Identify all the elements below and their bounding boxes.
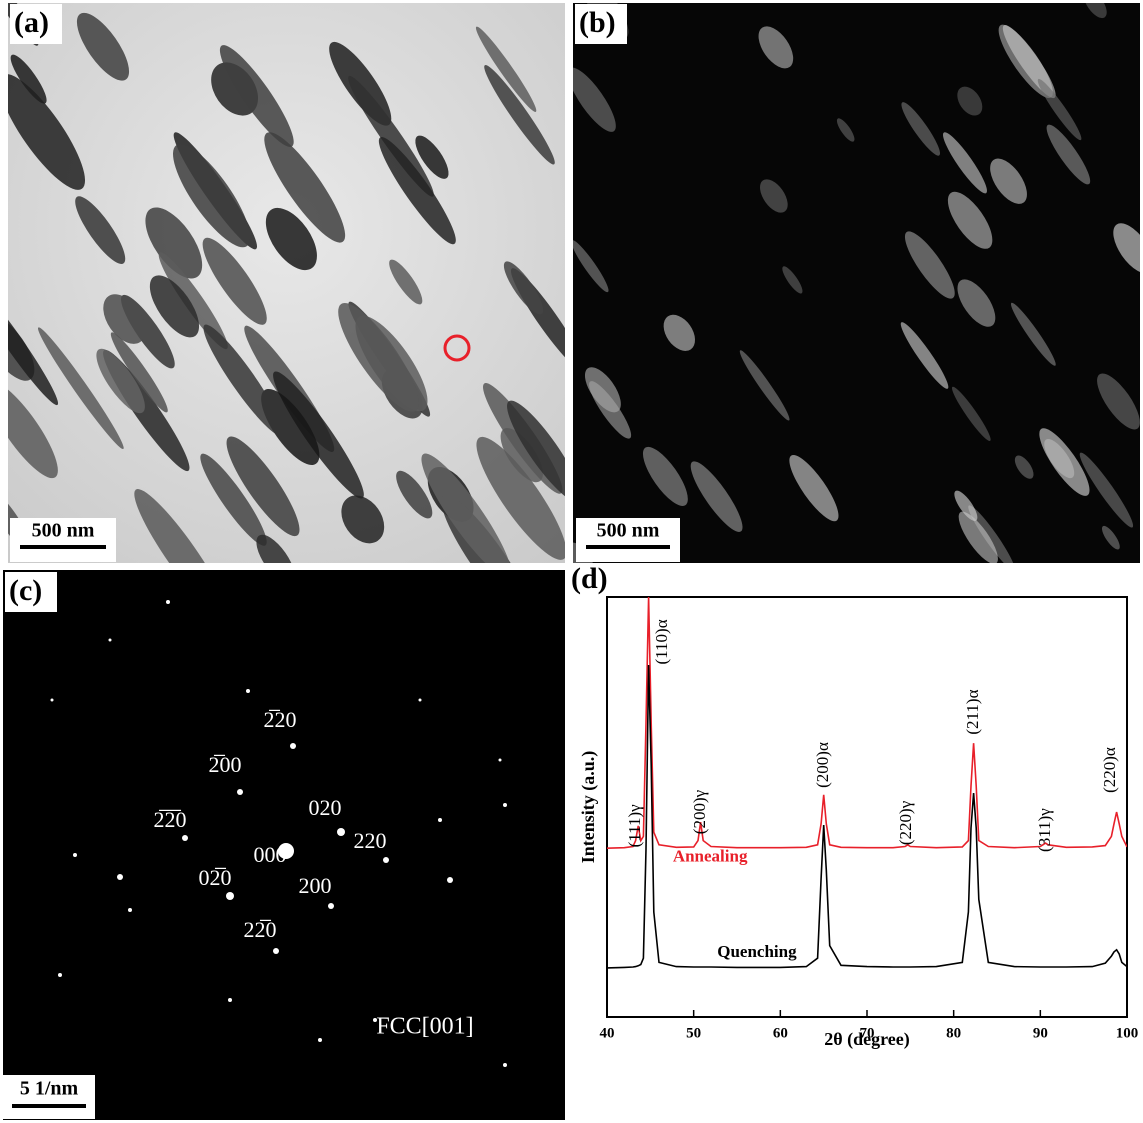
spot <box>109 639 112 642</box>
scale-text: 5 1/nm <box>20 1078 79 1100</box>
spot <box>503 1063 507 1067</box>
plot: 40 50 60 70 80 90 100 Annealing Quenching (111)γ (… <box>600 597 1139 1041</box>
spot <box>166 600 170 604</box>
bright-field-image <box>8 3 565 563</box>
x-tick-label: 80 <box>946 1025 961 1041</box>
scale-bar <box>20 545 106 549</box>
spot-index: 22̅0 <box>244 917 277 942</box>
spot <box>447 877 453 883</box>
spot <box>273 948 279 954</box>
spot <box>237 789 243 795</box>
spot <box>182 835 188 841</box>
spot-index: 2̅20 <box>264 707 297 732</box>
spot <box>58 973 62 977</box>
peak-label: (220)γ <box>896 800 915 845</box>
spot <box>419 699 422 702</box>
panel-label: (d) <box>571 562 608 595</box>
x-tick-label: 40 <box>600 1025 615 1041</box>
spot-index: 020 <box>309 795 342 820</box>
peak-label: (200)α <box>813 742 832 788</box>
spot <box>318 1038 322 1042</box>
x-tick-label: 90 <box>1033 1025 1048 1041</box>
spot <box>337 828 345 836</box>
figure: (a) 500 nm (b) 500 nm (c) 2̅20 2̅00 020 … <box>0 0 1143 1123</box>
spot-index: 2̅2̅0 <box>154 807 187 832</box>
spot <box>117 874 123 880</box>
peak-label: (200)γ <box>690 789 709 834</box>
zone-axis: FCC[001] <box>376 1014 473 1040</box>
spot <box>499 759 502 762</box>
scale-text: 500 nm <box>597 520 660 542</box>
panel-label: (a) <box>14 6 49 39</box>
panel-label: (b) <box>579 6 616 39</box>
plot-frame <box>607 597 1127 1017</box>
spot <box>290 743 296 749</box>
spot-index: 2̅00 <box>209 752 242 777</box>
spot <box>438 818 442 822</box>
spot <box>228 998 232 1002</box>
x-tick-label: 60 <box>773 1025 788 1041</box>
spot <box>226 892 234 900</box>
peak-label: (311)γ <box>1035 808 1054 852</box>
x-tick-label: 100 <box>1116 1025 1139 1041</box>
x-tick-label: 50 <box>686 1025 701 1041</box>
series-group <box>607 597 1127 968</box>
spot <box>246 689 250 693</box>
peak-label: (111)γ <box>625 804 644 848</box>
spot-index: 02̅0 <box>199 865 232 890</box>
spot <box>73 853 77 857</box>
peak-label: (220)α <box>1100 747 1119 793</box>
spot <box>503 803 507 807</box>
x-tick-label: 70 <box>860 1025 875 1041</box>
spot <box>128 908 132 912</box>
legend-label: Quenching <box>717 942 797 961</box>
panel-label: (c) <box>9 574 42 607</box>
scale-bar <box>12 1104 86 1108</box>
spot-index: 000 <box>254 842 287 867</box>
peak-label: (211)α <box>963 689 982 734</box>
peak-label: (110)α <box>652 619 671 664</box>
spot <box>383 857 389 863</box>
y-axis-label: Intensity (a.u.) <box>578 751 599 864</box>
scale-bar <box>586 545 670 549</box>
spot-index: 220 <box>354 828 387 853</box>
scale-text: 500 nm <box>32 520 95 542</box>
spot <box>328 903 334 909</box>
legend-label: Annealing <box>673 847 748 866</box>
spot-index: 200 <box>299 873 332 898</box>
spot <box>51 699 54 702</box>
